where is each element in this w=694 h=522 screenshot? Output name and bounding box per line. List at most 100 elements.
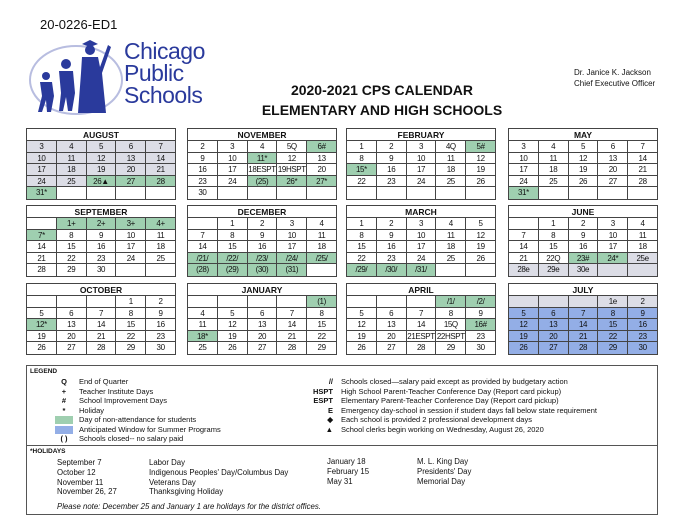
day-cell: 29 [436, 342, 467, 354]
day-cell: 5# [466, 141, 495, 153]
day-cell: 8 [347, 229, 377, 241]
day-cell: 4 [307, 218, 336, 230]
day-cell: 14 [568, 319, 599, 331]
day-cell: 19 [568, 164, 599, 176]
day-cell: 20 [116, 164, 147, 176]
day-cell: 28 [568, 342, 599, 354]
month-january: JANUARY (1) 4 5 6 7 8 11 12 13 14 15 18* 19 20 21 22 25 26… [187, 283, 337, 355]
holiday-row: October 12 Indigenous Peoples' Day/Columb… [57, 468, 288, 478]
day-cell: 30 [87, 264, 117, 276]
day-cell: 8 [538, 229, 569, 241]
legend-item: ▲ School clerks begin working on Wednesda… [297, 425, 597, 435]
week-row: 26 27 28 29 30 [347, 342, 495, 354]
day-cell: 25 [146, 253, 175, 264]
day-cell [217, 296, 248, 308]
day-cell: 18 [538, 164, 569, 176]
day-cell: 7* [27, 229, 57, 241]
legend-symbol: * [62, 405, 66, 415]
holiday-row: November 11 Veterans Day [57, 478, 288, 488]
holiday-name: Thanksgiving Holiday [149, 487, 224, 497]
day-cell: 7 [406, 307, 437, 319]
day-cell: 10 [598, 229, 629, 241]
week-row: 23 24 (25) 26* 27* [188, 175, 336, 187]
day-cell [509, 218, 539, 230]
day-cell: 28 [407, 342, 437, 354]
day-cell [436, 187, 467, 199]
day-cell: 24* [598, 252, 629, 264]
day-cell: 21 [27, 252, 57, 264]
day-cell: 26 [218, 342, 248, 354]
week-row: 18* 19 20 21 22 [188, 330, 336, 342]
holiday-row: November 26, 27 Thanksgiving Holiday [57, 487, 288, 497]
day-cell: 24 [406, 175, 437, 187]
week-row: 14 15 16 17 18 [188, 241, 336, 253]
day-cell [307, 264, 336, 276]
week-row: 12 13 14 15Q 16# [347, 319, 495, 331]
week-row: 15 16 17 18 19 [347, 241, 495, 253]
legend-text: High School Parent-Teacher Conference Da… [341, 386, 562, 396]
day-cell: 19 [217, 330, 248, 342]
week-row: 1+ 2+ 3+ 4+ [27, 218, 175, 230]
day-cell [347, 296, 377, 308]
day-cell: 27 [538, 342, 569, 354]
day-cell: 28e [509, 264, 539, 276]
week-row [347, 187, 495, 199]
day-cell: 1 [116, 296, 147, 308]
day-cell [598, 187, 629, 199]
day-cell: 9 [376, 229, 407, 241]
day-cell: 24 [116, 252, 147, 264]
week-row: 21 22 23 24 25 [27, 252, 175, 264]
day-cell: 16 [568, 241, 599, 253]
day-cell: 21 [146, 164, 175, 176]
day-cell: 27 [116, 175, 147, 187]
day-cell: 31* [27, 187, 57, 199]
week-row: 1e 2 [509, 296, 657, 308]
legend-item: ( ) Schools closed-- no salary paid [49, 434, 221, 444]
day-cell: 25e [628, 252, 657, 264]
day-cell: 20 [376, 330, 407, 342]
day-cell: 11 [307, 230, 336, 241]
day-cell: 11 [436, 229, 467, 241]
legend-text: Emergency day-school in session if stude… [341, 405, 597, 415]
legend-text: School clerks begin working on Wednesday… [341, 424, 544, 434]
day-cell: 5 [509, 307, 539, 319]
week-row: 17 18 19 20 21 [509, 164, 657, 176]
day-cell: 18* [188, 330, 218, 342]
day-cell: 17 [217, 164, 248, 176]
day-cell: (29) [217, 264, 248, 276]
legend-symbol: + [61, 386, 67, 396]
day-cell: 2 [376, 218, 407, 230]
week-row: 10 11 12 13 14 [27, 152, 175, 164]
day-cell: 28 [27, 264, 57, 276]
holiday-row: May 31 Memorial Day [327, 477, 471, 487]
day-cell: 27 [598, 175, 629, 187]
day-cell: 4Q [436, 141, 467, 153]
page-title: 2020-2021 CPS CALENDAR ELEMENTARY AND HIG… [261, 82, 503, 118]
week-row: 22 23 24 25 26 [347, 252, 495, 264]
day-cell: 3 [406, 141, 437, 153]
day-cell: 9 [466, 308, 495, 319]
day-cell: 12 [347, 319, 377, 331]
week-row: 1 2 3 4Q 5# [347, 141, 495, 153]
day-cell: 26 [347, 342, 377, 354]
week-row: /29//30//31/ [347, 264, 495, 276]
day-cell: 28 [628, 176, 657, 187]
day-cell: 10 [509, 152, 539, 164]
month-header: AUGUST [27, 129, 175, 141]
month-header: NOVEMBER [188, 129, 336, 141]
legend-item: * Holiday [49, 406, 221, 416]
week-row: 8 9 10 11 12 [347, 152, 495, 164]
day-cell: 7 [86, 307, 117, 319]
day-cell: 5 [86, 141, 117, 153]
week-row: 15* 16 17 18 19 [347, 164, 495, 176]
month-header: APRIL [347, 284, 495, 296]
day-cell: 3 [217, 141, 248, 153]
day-cell: 9 [146, 308, 175, 319]
holiday-date: May 31 [327, 476, 353, 486]
day-cell: 25 [188, 342, 218, 354]
month-june: JUNE 1 2 3 4 7 8 9 10 11 14 15 16 17 18 21 22Q 23# 24* 25e 2… [508, 205, 658, 277]
day-cell: 22 [307, 331, 336, 342]
